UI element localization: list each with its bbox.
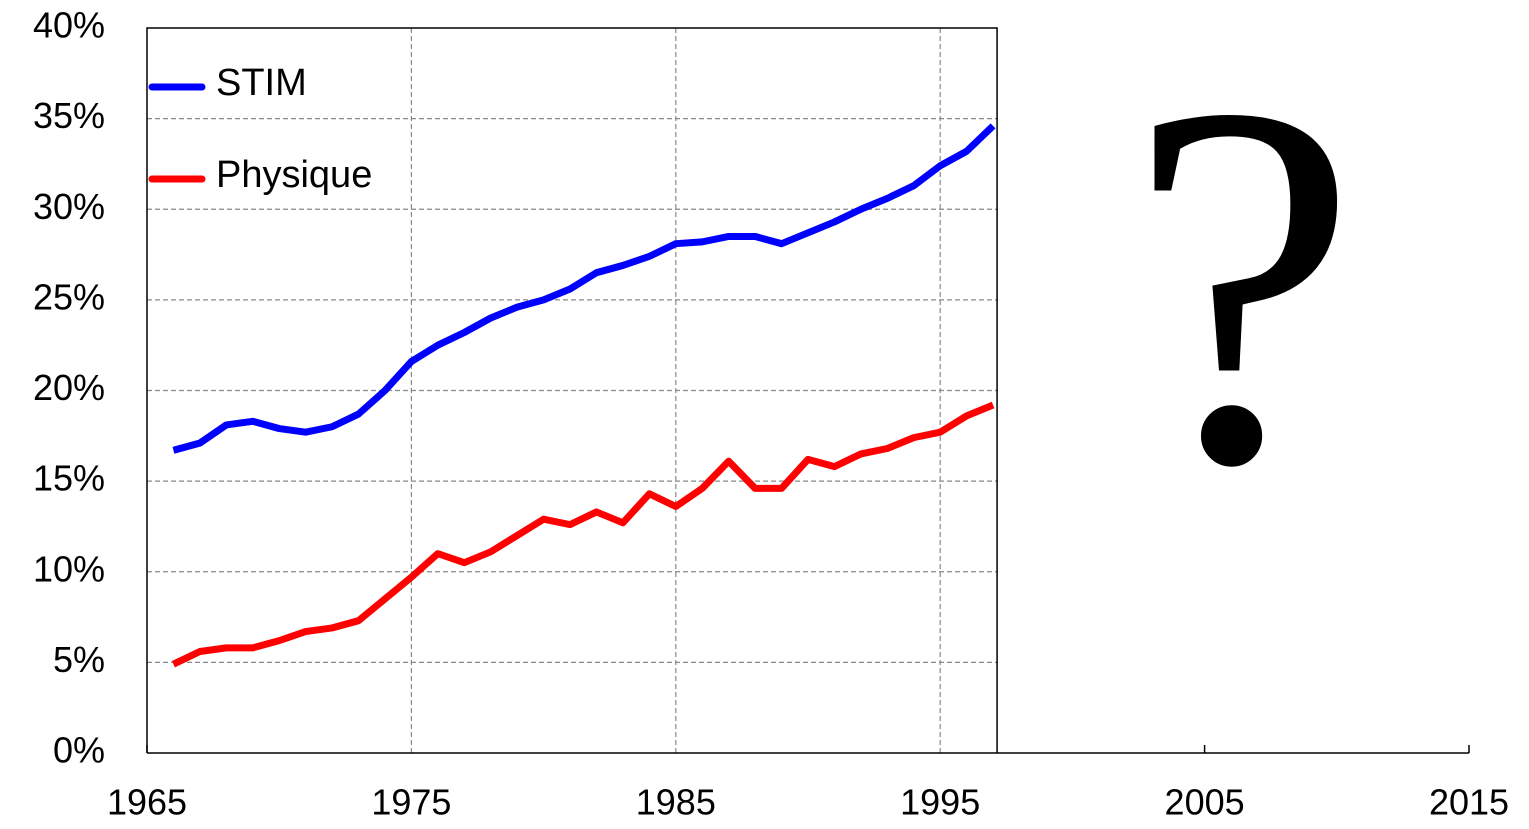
y-tick-label: 25% bbox=[33, 276, 105, 317]
plot-frame bbox=[146, 27, 998, 753]
y-tick-label: 30% bbox=[33, 186, 105, 227]
x-tick-label: 2005 bbox=[1165, 782, 1245, 823]
y-tick-label: 35% bbox=[33, 95, 105, 136]
y-tick-label: 40% bbox=[33, 5, 105, 46]
y-tick-label: 10% bbox=[33, 548, 105, 589]
annotation: ? bbox=[1128, 0, 1359, 572]
x-tick-label: 1965 bbox=[107, 782, 187, 823]
y-tick-label: 0% bbox=[53, 730, 105, 771]
y-tick-label: 5% bbox=[53, 639, 105, 680]
x-tick-label: 1985 bbox=[636, 782, 716, 823]
y-tick-label: 15% bbox=[33, 458, 105, 499]
data-line bbox=[171, 401, 995, 668]
x-tick-label: 2015 bbox=[1429, 782, 1509, 823]
y-tick-label: 20% bbox=[33, 367, 105, 408]
data-line bbox=[172, 123, 996, 454]
legend-label: STIM bbox=[216, 62, 307, 104]
x-tick-label: 1995 bbox=[900, 782, 980, 823]
legend-label: Physique bbox=[216, 154, 372, 196]
x-tick-label: 1975 bbox=[371, 782, 451, 823]
